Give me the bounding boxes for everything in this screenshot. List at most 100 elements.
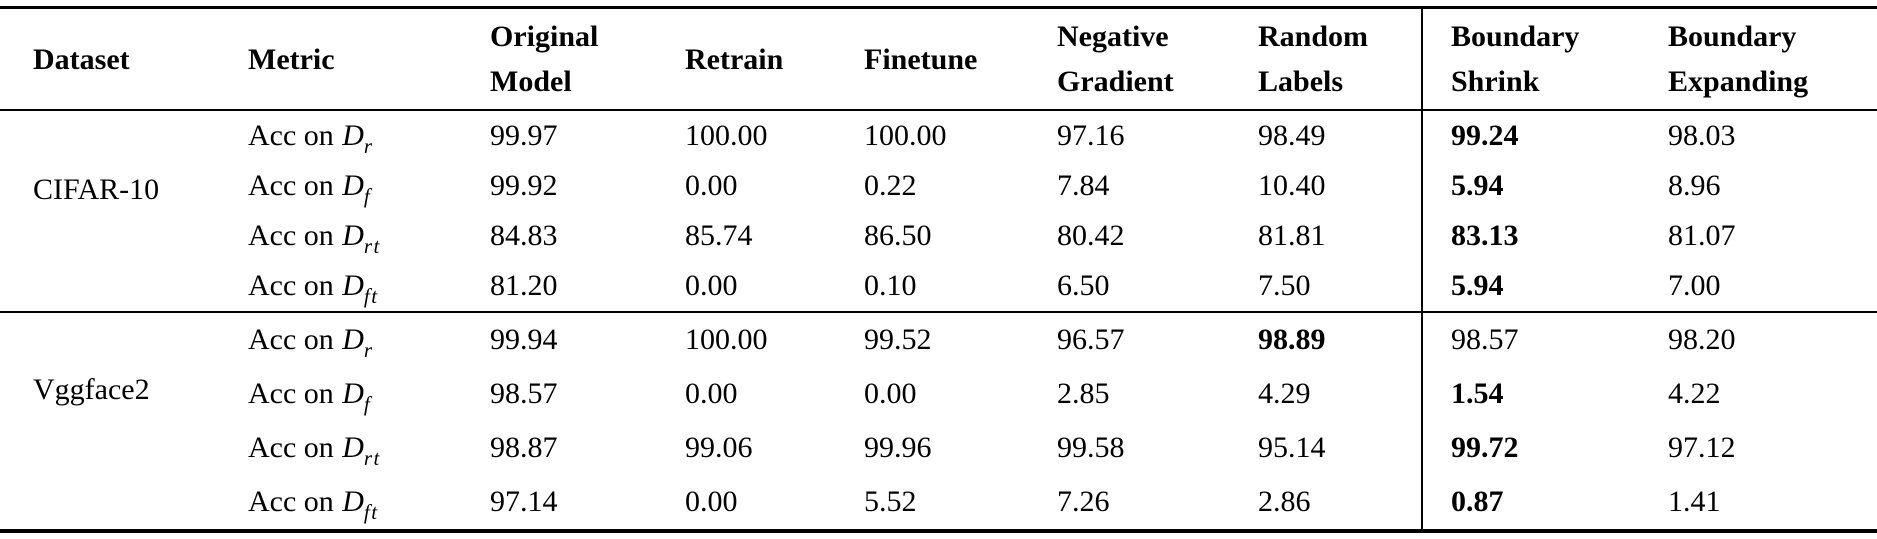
value-cell: 98.20 [1668,323,1736,356]
value-cell-best: 99.24 [1421,110,1668,161]
metric-subscript: r [363,134,374,158]
metric-prefix: Acc on [248,119,334,152]
table-header: Dataset Metric Original Model Retrain Fi… [0,7,1877,110]
metric-subscript: f [363,184,372,208]
dataset-label: CIFAR-10 [33,173,160,206]
metric-subscript: ft [363,500,379,524]
value-cell: 98.57 [1421,312,1668,367]
table-row: Acc on Dft 97.14 0.00 5.52 7.26 2.86 0.87… [0,475,1877,531]
metric-subscript: r [363,338,374,362]
value-cell: 0.10 [864,269,917,302]
table-row: Acc on Drt 84.83 85.74 86.50 80.42 81.81 … [0,211,1877,261]
value-cell: 98.87 [490,431,558,464]
table-row: Acc on Dft 81.20 0.00 0.10 6.50 7.50 5.94… [0,261,1877,312]
metric-label: Acc on Dr [248,312,490,367]
metric-prefix: Acc on [248,431,334,464]
value-cell: 100.00 [685,323,768,356]
table-row: Acc on Df 98.57 0.00 0.00 2.85 4.29 1.54 … [0,367,1877,421]
math-d-symbol: D [342,269,364,302]
column-header-boundary-shrink: Boundary Shrink [1421,7,1668,110]
value-cell-best: 5.94 [1421,261,1668,312]
metric-prefix: Acc on [248,377,334,410]
math-d-symbol: D [342,431,364,464]
metric-label: Acc on Df [248,161,490,211]
value-cell: 6.50 [1057,269,1110,302]
value-cell: 8.96 [1668,169,1721,202]
value-cell: 99.52 [864,323,932,356]
results-table: Dataset Metric Original Model Retrain Fi… [0,6,1877,533]
value-cell: 97.14 [490,485,558,518]
metric-subscript: f [363,392,372,416]
value-cell: 2.86 [1258,485,1311,518]
column-header-random-labels: Random Labels [1258,20,1369,98]
math-d-symbol: D [342,377,364,410]
value-cell: 7.26 [1057,485,1110,518]
value-cell: 4.22 [1668,377,1721,410]
value-cell: 7.84 [1057,169,1110,202]
section-cifar10: CIFAR-10 Acc on Dr 99.97 100.00 100.00 97… [0,110,1877,312]
dataset-label: Vggface2 [33,373,150,406]
math-d-symbol: D [342,169,364,202]
metric-label: Acc on Df [248,367,490,421]
value-cell: 0.00 [864,377,917,410]
value-cell: 98.57 [490,377,558,410]
value-cell: 0.00 [685,485,738,518]
column-header-metric: Metric [248,42,335,76]
value-cell-best: 83.13 [1421,211,1668,261]
value-cell-best: 1.54 [1421,367,1668,421]
metric-label: Acc on Dft [248,475,490,531]
metric-subscript: rt [363,446,381,470]
value-cell: 99.92 [490,169,558,202]
value-cell: 97.16 [1057,119,1125,152]
value-cell: 100.00 [864,119,947,152]
value-cell: 5.52 [864,485,917,518]
value-cell: 99.58 [1057,431,1125,464]
metric-prefix: Acc on [248,219,334,252]
value-cell: 98.03 [1668,119,1736,152]
value-cell: 95.14 [1258,431,1326,464]
value-cell: 0.00 [685,377,738,410]
value-cell: 97.12 [1668,431,1736,464]
table-row: Vggface2 Acc on Dr 99.94 100.00 99.52 96.… [0,312,1877,406]
value-cell: 81.20 [490,269,558,302]
value-cell-best: 99.72 [1421,421,1668,475]
value-cell: 0.00 [685,269,738,302]
value-cell: 99.06 [685,431,753,464]
math-d-symbol: D [342,119,364,152]
metric-label: Acc on Dr [248,110,490,161]
column-header-dataset: Dataset [33,42,130,76]
metric-prefix: Acc on [248,323,334,356]
metric-subscript: rt [363,234,381,258]
metric-prefix: Acc on [248,485,334,518]
value-cell: 0.00 [685,169,738,202]
value-cell-best: 98.89 [1258,323,1326,356]
math-d-symbol: D [342,323,364,356]
column-header-retrain: Retrain [685,42,784,76]
header-row: Dataset Metric Original Model Retrain Fi… [0,7,1877,110]
value-cell: 99.96 [864,431,932,464]
value-cell: 81.07 [1668,219,1736,252]
column-header-negative-gradient: Negative Gradient [1057,20,1174,98]
value-cell: 80.42 [1057,219,1125,252]
value-cell: 81.81 [1258,219,1326,252]
value-cell: 10.40 [1258,169,1326,202]
value-cell: 84.83 [490,219,558,252]
section-vggface2: Vggface2 Acc on Dr 99.94 100.00 99.52 96.… [0,312,1877,531]
metric-subscript: ft [363,284,379,308]
metric-prefix: Acc on [248,269,334,302]
value-cell: 99.97 [490,119,558,152]
table-row: Acc on Df 99.92 0.00 0.22 7.84 10.40 5.94… [0,161,1877,211]
value-cell: 98.49 [1258,119,1326,152]
value-cell: 4.29 [1258,377,1311,410]
value-cell: 86.50 [864,219,932,252]
value-cell-best: 0.87 [1421,475,1668,531]
value-cell: 0.22 [864,169,917,202]
value-cell: 7.00 [1668,269,1721,302]
metric-label: Acc on Drt [248,211,490,261]
table-row: CIFAR-10 Acc on Dr 99.97 100.00 100.00 97… [0,110,1877,206]
table-row: Acc on Drt 98.87 99.06 99.96 99.58 95.14 … [0,421,1877,475]
value-cell: 96.57 [1057,323,1125,356]
math-d-symbol: D [342,485,364,518]
value-cell: 1.41 [1668,485,1721,518]
